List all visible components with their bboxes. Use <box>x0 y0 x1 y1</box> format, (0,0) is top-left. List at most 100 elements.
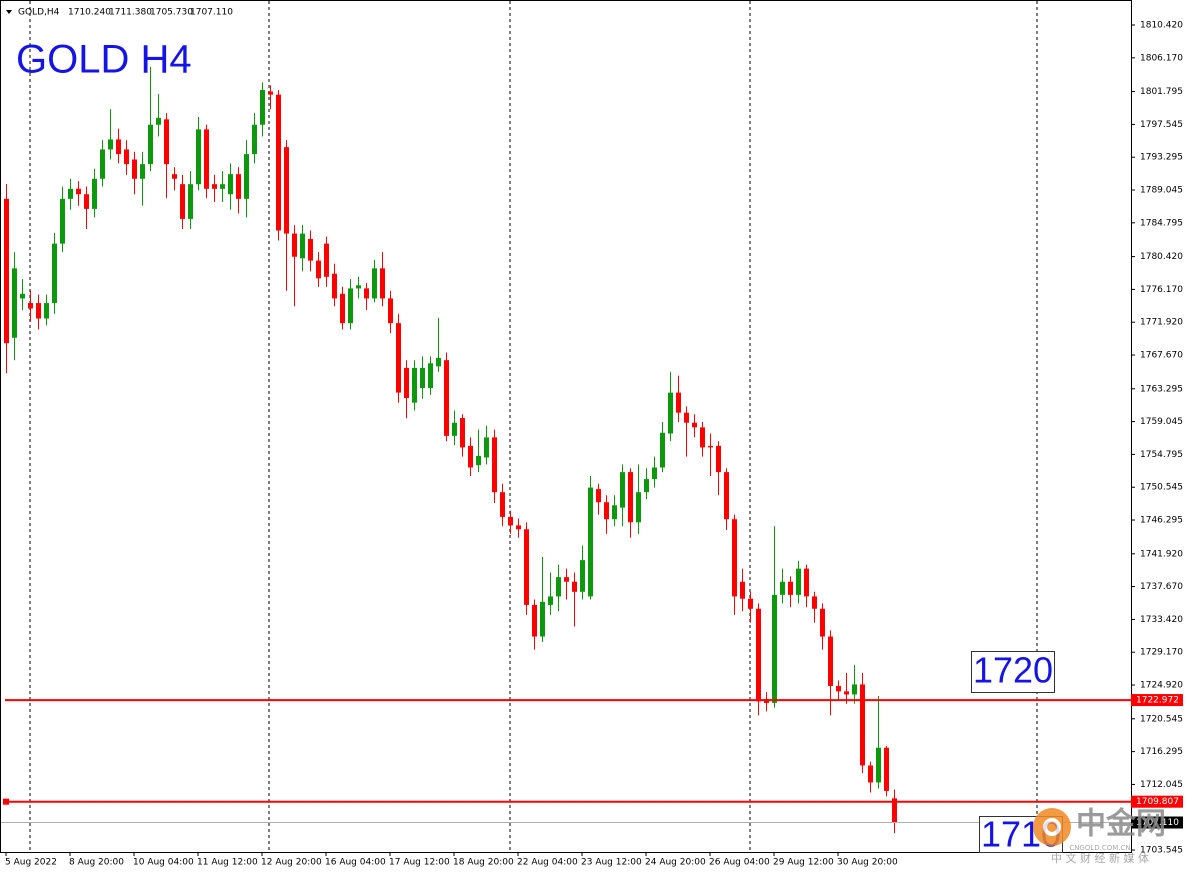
level-anchor <box>3 798 9 805</box>
candle-body <box>532 604 537 637</box>
level-label: 1709.807 <box>1136 797 1179 807</box>
candle-body <box>612 505 617 520</box>
bid-tag <box>1131 816 1183 829</box>
candle-body <box>692 422 697 428</box>
candle-body <box>164 119 169 165</box>
candle-body <box>636 492 641 523</box>
x-tick-label: 10 Aug 04:00 <box>133 858 194 868</box>
candle-body <box>12 268 17 338</box>
candle-body <box>324 243 329 277</box>
candle-body <box>228 174 233 195</box>
candle-body <box>100 149 105 179</box>
candle-body <box>108 139 113 150</box>
candle-body <box>316 260 321 279</box>
y-tick-label: 1780.420 <box>1140 252 1183 262</box>
y-tick-label: 1720.545 <box>1140 714 1183 724</box>
candle-body <box>588 487 593 597</box>
x-tick-label: 18 Aug 20:00 <box>453 858 514 868</box>
candle-body <box>300 233 305 259</box>
y-tick-label: 1716.295 <box>1140 747 1183 757</box>
x-tick-label: 8 Aug 20:00 <box>69 858 124 868</box>
symbol: GOLD,H4 <box>18 8 60 18</box>
candle-body <box>516 525 521 530</box>
candle-body <box>668 392 673 434</box>
x-tick-label: 11 Aug 12:00 <box>197 858 258 868</box>
candle-body <box>436 357 441 367</box>
x-tick-label: 30 Aug 20:00 <box>837 858 898 868</box>
candle-body <box>452 422 457 436</box>
candle-body <box>148 124 153 165</box>
chart-title: GOLD H4 <box>16 38 192 82</box>
candle-body <box>388 298 393 324</box>
candle-body <box>508 516 513 526</box>
candle-body <box>284 147 289 234</box>
candle-body <box>812 596 817 609</box>
candle-body <box>340 293 345 324</box>
x-tick-label: 26 Aug 04:00 <box>709 858 770 868</box>
candle-body <box>884 747 889 791</box>
candle-body <box>332 273 337 299</box>
candle-body <box>804 568 809 597</box>
candle-body <box>524 529 529 605</box>
x-tick-label: 16 Aug 04:00 <box>325 858 386 868</box>
watermark-site: CNGOLD.COM.CN <box>1069 844 1130 852</box>
y-tick-label: 1789.045 <box>1140 186 1183 196</box>
candle-body <box>852 684 857 695</box>
candle-body <box>44 303 49 319</box>
candle-body <box>60 198 65 244</box>
candle-body <box>756 608 761 702</box>
candle-body <box>820 608 825 637</box>
y-tick-label: 1729.170 <box>1140 648 1183 658</box>
candle-body <box>292 233 297 257</box>
y-tick-label: 1806.170 <box>1140 53 1183 63</box>
candle-body <box>124 149 129 165</box>
candle-body <box>364 288 369 299</box>
candle-body <box>444 360 449 436</box>
candle-body <box>772 594 777 703</box>
y-tick-label: 1754.795 <box>1140 450 1183 460</box>
candle-body <box>556 577 561 597</box>
candle-body <box>428 363 433 388</box>
candle-body <box>796 568 801 595</box>
y-tick-label: 1712.045 <box>1140 780 1183 790</box>
candle-body <box>68 188 73 199</box>
candle-body <box>404 367 409 399</box>
menu-arrow <box>6 10 12 14</box>
candle-body <box>700 427 705 448</box>
x-tick-label: 23 Aug 12:00 <box>581 858 642 868</box>
candle-body <box>268 91 273 95</box>
level-label: 1722.972 <box>1136 696 1179 706</box>
candle-body <box>260 90 265 125</box>
candle-body <box>28 303 33 309</box>
candle-body <box>644 479 649 493</box>
y-tick-label: 1759.045 <box>1140 417 1183 427</box>
bid-label: 1707.110 <box>1136 818 1179 828</box>
candle-body <box>212 184 217 189</box>
ohlc-close: 1707.110 <box>190 8 233 18</box>
candle-body <box>836 685 841 692</box>
annotation: 1720 <box>973 650 1053 691</box>
watermark-slogan: 中 文 财 经 新 媒 体 <box>1051 851 1149 865</box>
y-tick-label: 1771.920 <box>1140 318 1183 328</box>
y-tick-label: 1763.295 <box>1140 384 1183 394</box>
y-tick-label: 1793.295 <box>1140 153 1183 163</box>
candle-body <box>596 489 601 503</box>
candle-body <box>412 367 417 403</box>
candle-body <box>52 243 57 304</box>
candle-body <box>604 502 609 520</box>
candle-body <box>548 596 553 605</box>
candle-body <box>540 601 545 637</box>
candle-body <box>132 159 137 179</box>
candle-body <box>236 174 241 199</box>
candle-body <box>860 684 865 766</box>
candle-body <box>476 455 481 466</box>
candle-body <box>684 412 689 423</box>
candle-body <box>748 598 753 609</box>
y-tick-label: 1776.170 <box>1140 285 1183 295</box>
y-tick-label: 1810.420 <box>1140 21 1183 31</box>
x-tick-label: 5 Aug 2022 <box>5 858 57 868</box>
x-tick-label: 12 Aug 20:00 <box>261 858 322 868</box>
watermark-name: 中金网 <box>1076 807 1166 842</box>
y-tick-label: 1801.795 <box>1140 87 1183 97</box>
